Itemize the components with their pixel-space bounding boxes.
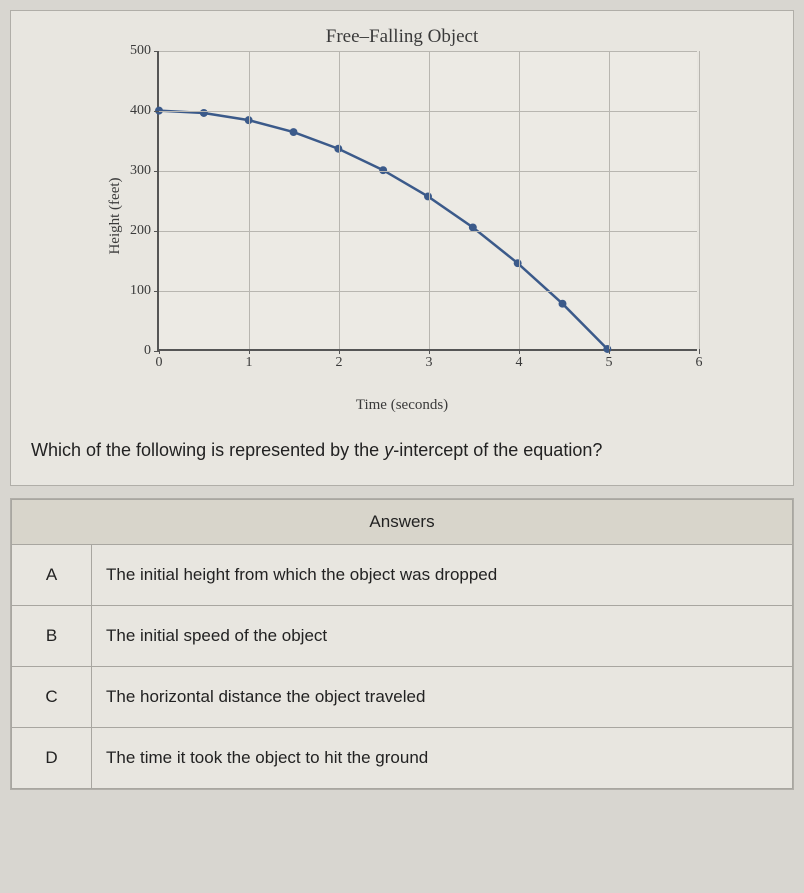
x-tick-label: 3 — [426, 349, 433, 371]
x-tick-label: 1 — [246, 349, 253, 371]
question-panel: Free–Falling Object Height (feet) 012345… — [10, 10, 794, 486]
chart-title: Free–Falling Object — [326, 26, 479, 48]
x-tick-label: 4 — [516, 349, 523, 371]
x-tick-label: 2 — [336, 349, 343, 371]
data-point — [514, 259, 522, 267]
y-tick-label: 0 — [144, 343, 159, 359]
y-tick-label: 400 — [130, 103, 159, 119]
gridline-vertical — [699, 51, 700, 349]
x-axis-label: Time (seconds) — [356, 397, 448, 414]
gridline-horizontal — [159, 231, 697, 232]
answer-letter: B — [12, 605, 92, 666]
x-tick-label: 5 — [606, 349, 613, 371]
data-point — [559, 300, 567, 308]
chart-container: Free–Falling Object Height (feet) 012345… — [82, 26, 722, 406]
question-prefix: Which of the following is represented by… — [31, 440, 384, 460]
answer-text: The initial height from which the object… — [92, 544, 793, 605]
y-tick-label: 500 — [130, 43, 159, 59]
question-suffix: -intercept of the equation? — [393, 440, 602, 460]
y-axis-label: Height (feet) — [107, 177, 124, 254]
gridline-vertical — [609, 51, 610, 349]
answer-row[interactable]: AThe initial height from which the objec… — [12, 544, 793, 605]
data-point — [424, 192, 432, 200]
gridline-horizontal — [159, 171, 697, 172]
data-line — [159, 111, 607, 349]
plot-area: 01234560100200300400500 — [157, 51, 697, 351]
answer-row[interactable]: DThe time it took the object to hit the … — [12, 727, 793, 788]
answer-letter: D — [12, 727, 92, 788]
answers-header: Answers — [12, 499, 793, 544]
question-text: Which of the following is represented by… — [31, 436, 773, 465]
answers-panel: Answers AThe initial height from which t… — [10, 498, 794, 790]
answer-letter: C — [12, 666, 92, 727]
question-variable: y — [384, 440, 393, 460]
gridline-vertical — [519, 51, 520, 349]
data-point — [290, 128, 298, 136]
answers-table: Answers AThe initial height from which t… — [11, 499, 793, 789]
gridline-vertical — [339, 51, 340, 349]
answer-row[interactable]: BThe initial speed of the object — [12, 605, 793, 666]
gridline-horizontal — [159, 111, 697, 112]
y-tick-label: 300 — [130, 163, 159, 179]
gridline-vertical — [429, 51, 430, 349]
gridline-horizontal — [159, 291, 697, 292]
gridline-horizontal — [159, 51, 697, 52]
answer-text: The horizontal distance the object trave… — [92, 666, 793, 727]
gridline-vertical — [249, 51, 250, 349]
x-tick-label: 6 — [696, 349, 703, 371]
chart-line — [159, 51, 697, 349]
answer-text: The initial speed of the object — [92, 605, 793, 666]
answer-text: The time it took the object to hit the g… — [92, 727, 793, 788]
y-tick-label: 100 — [130, 283, 159, 299]
answer-letter: A — [12, 544, 92, 605]
y-tick-label: 200 — [130, 223, 159, 239]
answer-row[interactable]: CThe horizontal distance the object trav… — [12, 666, 793, 727]
